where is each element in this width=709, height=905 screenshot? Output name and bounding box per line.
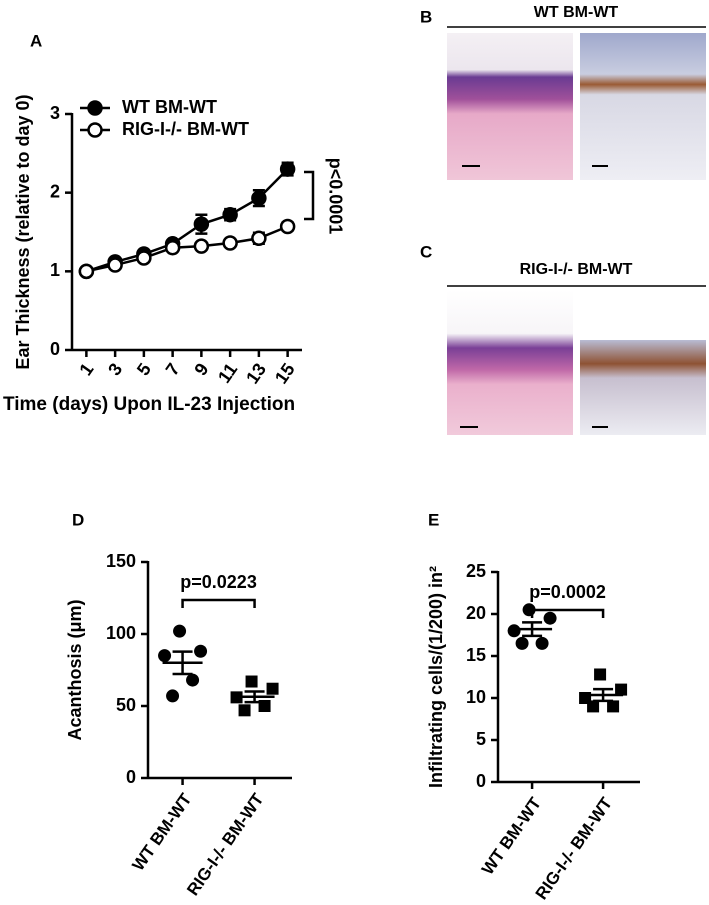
x-tick-label: 3	[104, 360, 126, 380]
data-point	[279, 161, 296, 177]
data-point	[543, 611, 557, 625]
y-axis-label: Acanthosis (μm)	[65, 599, 85, 740]
significance-label: p=0.0002	[529, 582, 606, 602]
legend-marker	[87, 122, 103, 138]
x-tick-label: WT BM-WT	[478, 793, 545, 878]
legend-label: RIG-I-/- BM-WT	[122, 119, 249, 139]
data-point	[173, 624, 187, 638]
sem-bar	[244, 690, 265, 704]
data-point	[193, 216, 210, 232]
significance-bracket	[530, 608, 605, 618]
ihc-image	[580, 340, 706, 435]
significance-label: p<0.0001	[325, 158, 345, 235]
y-tick-label: 15	[466, 645, 486, 665]
y-tick-label: 25	[466, 561, 486, 581]
data-point	[158, 649, 172, 663]
y-tick-label: 5	[476, 729, 486, 749]
histology-b	[447, 26, 706, 180]
data-point	[587, 700, 600, 713]
x-tick-label: RIG-I-/- BM-WT	[532, 793, 617, 903]
image-title: RIG-I-/- BM-WT	[520, 261, 633, 278]
data-point	[515, 636, 529, 650]
y-tick-label: 3	[50, 103, 60, 123]
x-tick-label: 13	[242, 360, 270, 388]
data-point	[186, 673, 200, 687]
data-point	[238, 704, 251, 717]
data-point	[107, 257, 123, 273]
sem-bar	[172, 650, 193, 676]
data-point	[136, 250, 152, 266]
y-tick-label: 0	[50, 339, 60, 359]
data-point	[78, 263, 95, 280]
data-point	[251, 230, 267, 247]
data-point	[193, 238, 210, 254]
x-tick-label: 15	[271, 360, 299, 388]
data-point	[535, 636, 549, 650]
panel-label: D	[72, 510, 84, 529]
data-point	[194, 644, 208, 658]
he-image	[447, 290, 573, 435]
x-axis-label: Time (days) Upon IL-23 Injection	[3, 394, 295, 415]
y-tick-label: 0	[126, 767, 136, 787]
panel-label: C	[420, 242, 432, 261]
y-tick-label: 50	[116, 695, 136, 715]
panel-label: B	[420, 7, 432, 26]
legend-marker	[87, 100, 103, 116]
data-point	[164, 239, 181, 256]
sem-bar	[522, 621, 543, 638]
data-point	[166, 689, 180, 703]
data-point	[266, 682, 279, 695]
x-tick-label: 11	[214, 360, 241, 387]
significance-bracket	[181, 598, 256, 608]
x-tick-label: RIG-I-/- BM-WT	[183, 789, 268, 899]
panel-label: A	[30, 31, 42, 50]
data-point	[594, 668, 607, 681]
data-point	[607, 700, 620, 713]
he-image	[447, 33, 573, 180]
x-tick-label: 9	[190, 360, 212, 380]
data-point	[245, 675, 258, 688]
significance-label: p=0.0223	[180, 572, 257, 592]
x-tick-label: 7	[162, 360, 184, 380]
y-tick-label: 10	[466, 687, 486, 707]
data-point	[251, 190, 267, 206]
y-tick-label: 0	[476, 771, 486, 791]
legend-label: WT BM-WT	[122, 97, 217, 117]
y-tick-label: 150	[106, 551, 136, 571]
panel-label: E	[428, 510, 439, 529]
y-tick-label: 100	[106, 623, 136, 643]
y-axis-label: Infiltrating cells/(1/200) in²	[426, 566, 446, 788]
sem-bar	[593, 687, 614, 703]
x-tick-label: WT BM-WT	[129, 789, 196, 874]
image-title: WT BM-WT	[534, 4, 619, 21]
x-tick-label: 5	[133, 360, 155, 380]
histology-c	[447, 285, 706, 435]
significance-bracket	[304, 170, 315, 221]
data-point	[222, 235, 238, 251]
data-point	[222, 206, 238, 223]
x-tick-label: 1	[75, 360, 97, 380]
data-point	[279, 218, 296, 235]
y-axis-label: Ear Thickness (relative to day 0)	[13, 94, 33, 369]
y-tick-label: 2	[50, 181, 60, 201]
ihc-image	[580, 33, 706, 180]
y-tick-label: 1	[50, 260, 60, 280]
y-tick-label: 20	[466, 603, 486, 623]
data-point	[615, 683, 628, 696]
data-point	[507, 624, 521, 638]
